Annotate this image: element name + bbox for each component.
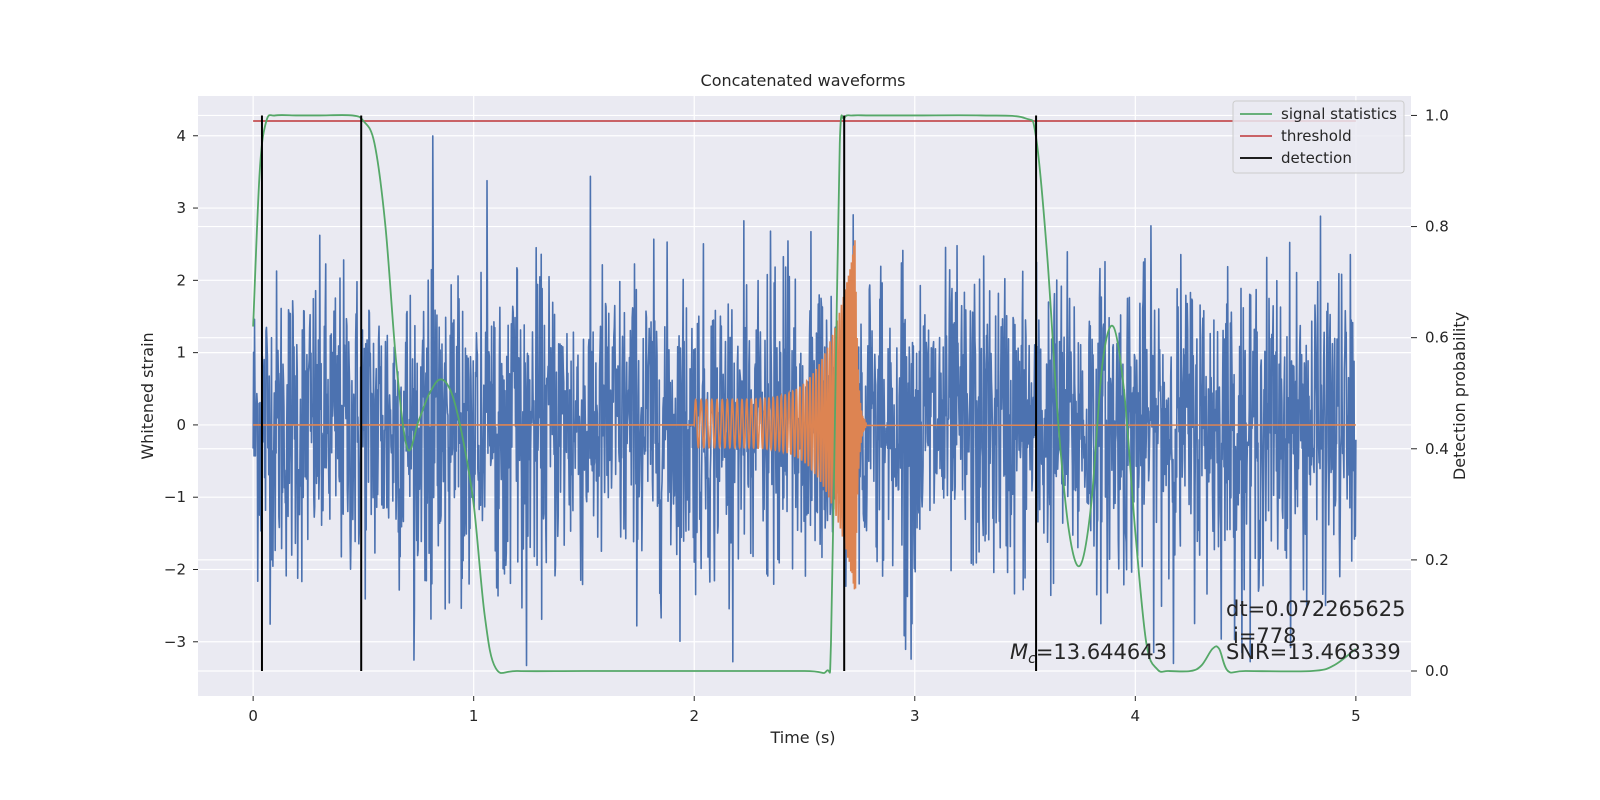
x-tick-label: 0	[248, 707, 258, 725]
annotation-mc-subscript: c	[1028, 651, 1036, 667]
annotation-mc-symbol: M	[1010, 640, 1028, 664]
annotation-index: i=778	[1233, 624, 1297, 648]
y2-tick-label: 0.2	[1425, 551, 1449, 569]
annotation-snr: SNR=13.468339	[1226, 640, 1401, 664]
y2-tick-label: 0.4	[1425, 440, 1449, 458]
annotation-mc-value: =13.644643	[1036, 640, 1167, 664]
y-tick-label: 2	[176, 271, 186, 289]
y-axis-label: Whitened strain	[138, 332, 157, 459]
x-tick-label: 5	[1351, 707, 1361, 725]
legend-label-signal-statistics: signal statistics	[1281, 105, 1397, 123]
y2-tick-label: 0.8	[1425, 218, 1449, 236]
y-tick-label: 0	[176, 416, 186, 434]
template-line	[253, 240, 1356, 590]
y-tick-label: 4	[176, 127, 186, 145]
data-layer	[252, 114, 1357, 674]
legend-box	[1232, 100, 1405, 174]
y2-axis-label: Detection probability	[1450, 312, 1469, 480]
y2-tick-label: 0.6	[1425, 329, 1449, 347]
x-tick-label: 3	[910, 707, 920, 725]
legend-label-detection: detection	[1281, 149, 1352, 167]
axes: 0 1 2 3 4 5 4 3 2 1 0 −1 −2 −3 1.0 0.8 0.6 0.4 0.2 0.0	[164, 106, 1449, 725]
y2-tick-label: 0.0	[1425, 662, 1449, 680]
y-tick-label: 3	[176, 199, 186, 217]
x-tick-label: 1	[469, 707, 479, 725]
y-tick-label: −1	[164, 488, 186, 506]
signal-statistics-line	[252, 114, 1357, 674]
annotation-dt: dt=0.072265625	[1226, 597, 1405, 621]
annotation-chirp-mass: Mc=13.644643	[1010, 640, 1167, 667]
y2-tick-label: 1.0	[1425, 106, 1449, 124]
x-tick-label: 4	[1131, 707, 1141, 725]
annotations: dt=0.072265625 i=778 SNR=13.468339 Mc=13…	[1010, 597, 1405, 667]
x-axis-label: Time (s)	[769, 728, 835, 747]
legend-label-threshold: threshold	[1281, 127, 1352, 145]
x-tick-label: 2	[689, 707, 699, 725]
y-tick-label: 1	[176, 344, 186, 362]
y-tick-label: −3	[164, 633, 186, 651]
chart-title: Concatenated waveforms	[701, 71, 906, 90]
y-tick-label: −2	[164, 560, 186, 578]
legend: signal statistics threshold detection	[1232, 100, 1405, 174]
